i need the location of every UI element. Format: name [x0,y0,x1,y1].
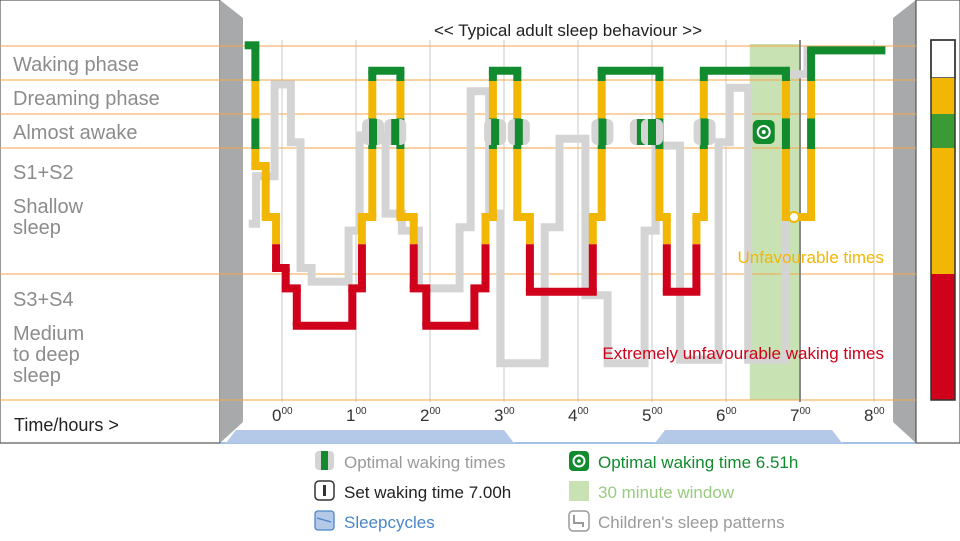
x-tick-base-6: 6 [716,406,725,425]
legend-optimal-times-label: Optimal waking times [344,453,506,472]
optimal-marker-core-0 [369,119,378,145]
legend-optimal-time-ring [572,454,586,468]
phase-label-6: S3+S4 [13,289,74,311]
scale-deep [931,274,955,400]
legend-sleepcycles-stroke [316,517,332,523]
x-tick-4: 400 [568,406,589,425]
x-tick-sup-5: 00 [651,406,663,417]
x-tick-0: 000 [272,406,293,425]
phase-label-7: Medium [13,323,84,345]
legend-children-step [573,515,584,527]
legend-optimal-times: Optimal waking times [315,451,506,472]
annotation-extremely-unfavourable: Extremely unfavourable waking times [602,344,884,363]
phase-label-5: sleep [13,217,61,239]
phase-label-4: Shallow [13,196,84,218]
x-tick-sup-0: 00 [281,406,293,417]
legend-window-label: 30 minute window [598,483,735,502]
x-tick-base-0: 0 [272,406,281,425]
right-frame [893,0,916,443]
legend-optimal-time: Optimal waking time 6.51h [569,451,798,472]
x-tick-sup-3: 00 [503,406,515,417]
legend-set-time: Set waking time 7.00h [314,480,511,502]
x-tick-3: 300 [494,406,515,425]
optimal-time-marker-dot [761,130,766,134]
legend-sleepcycles: Sleepcycles [314,510,435,532]
x-tick-sup-8: 00 [873,406,885,417]
x-tick-base-5: 5 [642,406,651,425]
x-tick-base-3: 3 [494,406,503,425]
optimal-marker-core-1 [391,119,400,145]
optimal-marker-core-3 [514,119,523,145]
phase-label-8: to deep [13,344,80,366]
phase-label-0: Waking phase [13,54,139,76]
legend-children-label: Children's sleep patterns [598,513,785,532]
optimal-marker-core-4 [598,119,607,145]
chart-title: << Typical adult sleep behaviour >> [434,21,702,40]
x-tick-sup-2: 00 [429,406,441,417]
legend-window-swatch [569,481,589,501]
annotation-unfavourable: Unfavourable times [738,248,884,267]
scale-outline [930,39,956,401]
optimal-time-marker-ring [756,125,771,139]
sleepcycle-band-0 [226,430,410,443]
optimal-marker-core-6 [648,119,656,145]
left-frame [220,0,243,443]
x-tick-1: 100 [346,406,367,425]
optimal-marker-core-7 [700,119,709,145]
x-tick-base-4: 4 [568,406,577,425]
legend-optimal-time-label: Optimal waking time 6.51h [598,453,798,472]
legend-optimal-time-dot [577,459,581,463]
color-scale-bar [930,39,956,401]
legend-set-time-label: Set waking time 7.00h [344,483,511,502]
sleepcycle-band-1 [380,430,514,443]
x-tick-sup-6: 00 [725,406,737,417]
set-time-marker [788,211,800,223]
phase-label-panel [0,0,221,444]
legend-optimal-times-swatch-core [321,451,328,470]
scale-almost-awake [931,114,955,148]
x-tick-2: 200 [420,406,441,425]
x-tick-sup-1: 00 [355,406,367,417]
x-tick-base-8: 8 [864,406,873,425]
x-tick-sup-4: 00 [577,406,589,417]
x-tick-base-1: 1 [346,406,355,425]
x-tick-sup-7: 00 [799,406,811,417]
legend-set-time-bar [323,485,326,496]
scale-dreaming [931,78,955,114]
legend-children-swatch [568,510,590,532]
optimal-marker-core-2 [491,119,500,145]
legend-sleepcycles-label: Sleepcycles [344,513,435,532]
scale-shallow [931,148,955,274]
legend-window: 30 minute window [569,481,735,502]
x-tick-7: 700 [790,406,811,425]
legend: Optimal waking times Set waking time 7.0… [314,451,798,532]
phase-label-2: Almost awake [13,122,138,144]
x-tick-base-7: 7 [790,406,799,425]
legend-children: Children's sleep patterns [568,510,785,532]
x-axis-label: Time/hours > [14,415,119,435]
scale-waking [930,39,956,79]
x-tick-6: 600 [716,406,737,425]
x-tick-5: 500 [642,406,663,425]
optimal-marker-core-5 [636,119,645,145]
sleepcycle-band-2 [655,430,842,443]
x-tick-base-2: 2 [420,406,429,425]
phase-label-1: Dreaming phase [13,88,160,110]
x-tick-8: 800 [864,406,885,425]
phase-label-3: S1+S2 [13,162,74,184]
phase-label-9: sleep [13,365,61,387]
